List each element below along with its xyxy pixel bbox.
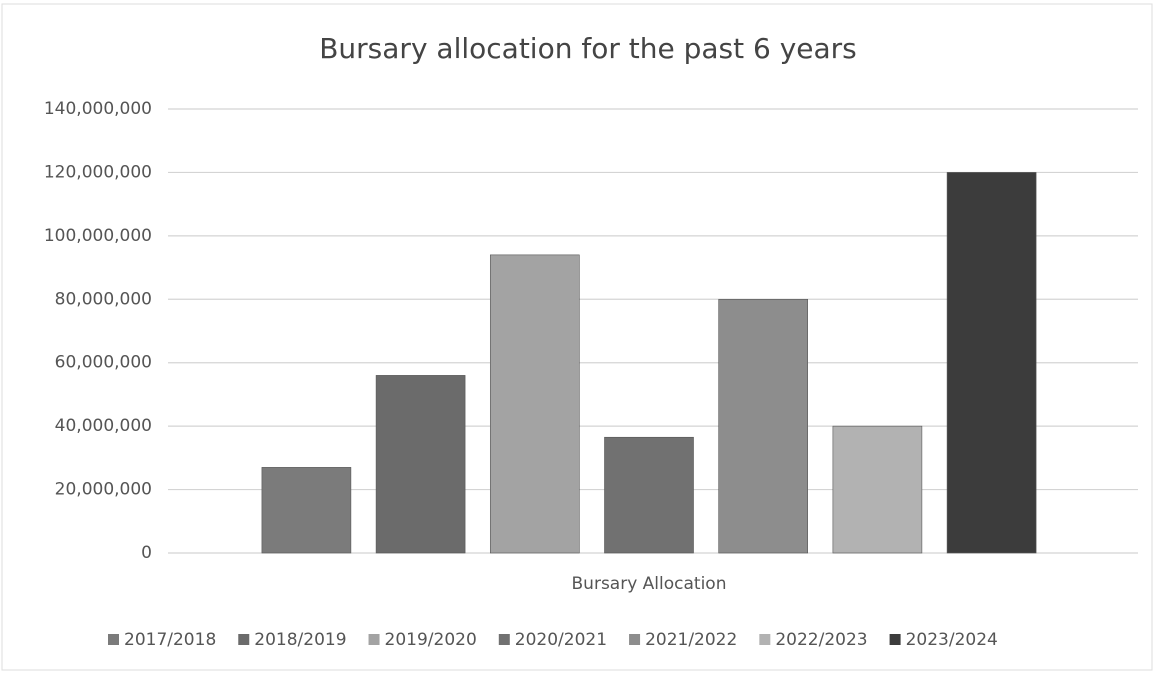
bar: [604, 436, 694, 554]
bar: [832, 425, 923, 554]
bar: [946, 172, 1037, 554]
y-tick-label: 60,000,000: [55, 353, 152, 373]
legend-swatch: [889, 634, 901, 645]
legend-label: 2020/2021: [515, 630, 607, 650]
legend-swatch: [108, 634, 119, 645]
legend-swatch: [498, 634, 510, 645]
y-tick-label: 0: [141, 543, 152, 563]
legend-label: 2017/2018: [124, 630, 216, 650]
x-tick-label: Bursary Allocation: [572, 574, 727, 594]
legend-label: 2021/2022: [645, 630, 737, 650]
legend-swatch: [629, 634, 641, 645]
y-tick-label: 120,000,000: [44, 162, 152, 182]
y-tick-label: 20,000,000: [55, 480, 152, 500]
chart-title: Bursary allocation for the past 6 years: [319, 32, 857, 65]
y-tick-label: 140,000,000: [44, 99, 152, 119]
legend-swatch: [759, 634, 771, 645]
legend-swatch: [238, 634, 250, 645]
y-tick-label: 40,000,000: [55, 416, 152, 436]
bar: [375, 375, 466, 554]
legend-label: 2018/2019: [254, 630, 346, 650]
legend-label: 2019/2020: [385, 630, 477, 650]
legend-label: 2022/2023: [775, 630, 867, 650]
legend-swatch: [368, 634, 380, 645]
bar: [489, 254, 580, 554]
bar: [718, 298, 809, 554]
y-tick-label: 80,000,000: [55, 289, 152, 309]
legend-label: 2023/2024: [906, 630, 998, 650]
y-tick-label: 100,000,000: [44, 226, 152, 246]
bar: [261, 467, 352, 554]
